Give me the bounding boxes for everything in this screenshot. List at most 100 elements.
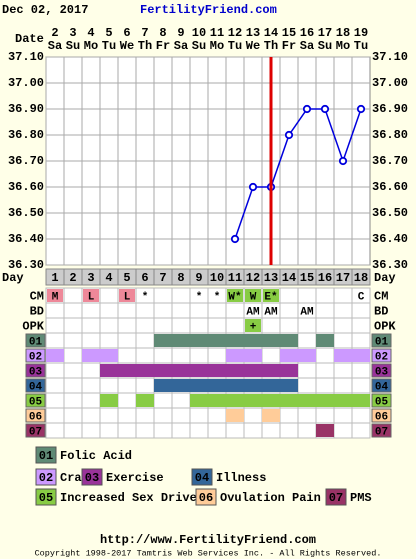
table-cell — [333, 302, 353, 319]
table-cell — [117, 317, 137, 334]
date-label: 13 — [246, 26, 260, 40]
symptom-mark — [316, 394, 334, 407]
weekday-label: Fr — [156, 39, 170, 53]
cell-highlight — [227, 289, 243, 302]
table-cell — [63, 392, 83, 409]
weekday-label: Sa — [174, 39, 188, 53]
table-cell — [63, 407, 83, 424]
day-number: 13 — [264, 271, 278, 285]
legend-swatch — [195, 488, 217, 506]
temperature-point — [356, 104, 366, 114]
table-cell — [315, 347, 335, 364]
table-cell — [171, 302, 191, 319]
row-label-right: BD — [374, 305, 388, 319]
table-cell — [63, 377, 83, 394]
weekday-label: Su — [66, 39, 80, 53]
table-cell — [99, 302, 119, 319]
table-cell — [171, 422, 191, 439]
table-cell — [351, 302, 371, 319]
table-cell — [153, 287, 173, 304]
y-tick-label: 36.80 — [8, 128, 44, 142]
cell-text: AM — [264, 306, 278, 318]
symptom-mark — [334, 394, 352, 407]
symptom-code-box-right — [371, 393, 392, 408]
y-tick-label: 37.00 — [8, 76, 44, 90]
table-cell — [81, 422, 101, 439]
table-cell — [117, 392, 137, 409]
day-cell — [351, 268, 371, 286]
table-cell — [261, 347, 281, 364]
table-cell — [117, 347, 137, 364]
symptom-code: 01 — [29, 336, 43, 348]
day-number: 10 — [210, 271, 224, 285]
table-cell — [351, 362, 371, 379]
symptom-mark — [298, 349, 316, 362]
y-tick-label: 36.90 — [8, 102, 44, 116]
table-cell — [207, 347, 227, 364]
table-cell — [81, 377, 101, 394]
symptom-code-box — [25, 348, 46, 363]
symptom-mark — [244, 394, 262, 407]
table-cell — [207, 317, 227, 334]
y-tick-label-right: 36.90 — [372, 102, 408, 116]
table-cell — [63, 347, 83, 364]
table-cell — [315, 302, 335, 319]
symptom-mark — [190, 379, 208, 392]
weekday-label: Fr — [282, 39, 296, 53]
table-cell — [297, 422, 317, 439]
symptom-mark — [226, 409, 244, 422]
table-cell — [297, 332, 317, 349]
symptom-mark — [136, 364, 154, 377]
table-cell — [117, 302, 137, 319]
y-tick-label-right: 36.50 — [372, 206, 408, 220]
table-cell — [333, 407, 353, 424]
cell-text: L — [124, 291, 131, 303]
cell-highlight — [263, 289, 279, 302]
temperature-point — [302, 104, 312, 114]
date-label: 17 — [318, 26, 332, 40]
legend-swatch — [35, 446, 57, 464]
symptom-code: 01 — [375, 336, 389, 348]
symptom-mark — [154, 364, 172, 377]
symptom-mark — [226, 394, 244, 407]
symptom-mark — [280, 364, 298, 377]
table-cell — [279, 422, 299, 439]
cell-highlight — [119, 289, 135, 302]
table-cell — [315, 317, 335, 334]
symptom-code-box — [25, 408, 46, 423]
table-cell — [297, 317, 317, 334]
symptom-code-box-right — [371, 423, 392, 438]
symptom-mark — [172, 379, 190, 392]
weekday-label: Tu — [354, 39, 368, 53]
symptom-code-box-right — [371, 333, 392, 348]
day-number: 9 — [195, 271, 202, 285]
date-label: 10 — [192, 26, 206, 40]
table-cell — [207, 407, 227, 424]
table-cell — [351, 407, 371, 424]
day-number: 14 — [282, 271, 296, 285]
table-cell — [225, 422, 245, 439]
date-label: 9 — [177, 26, 184, 40]
symptom-mark — [262, 409, 280, 422]
table-cell — [45, 302, 65, 319]
symptom-code-box — [25, 378, 46, 393]
symptom-mark — [172, 334, 190, 347]
table-cell — [225, 302, 245, 319]
symptom-code: 05 — [375, 396, 389, 408]
symptom-code: 03 — [375, 366, 389, 378]
y-tick-label-right: 36.70 — [372, 154, 408, 168]
symptom-mark — [262, 379, 280, 392]
date-label: Date — [15, 32, 44, 46]
legend-code: 04 — [195, 471, 209, 485]
table-cell — [333, 332, 353, 349]
symptom-mark — [190, 364, 208, 377]
symptom-code-box — [25, 393, 46, 408]
table-cell — [207, 302, 227, 319]
cell-text: L — [88, 291, 95, 303]
date-label: 18 — [336, 26, 350, 40]
day-number: 8 — [177, 271, 184, 285]
symptom-mark — [208, 379, 226, 392]
table-cell — [153, 347, 173, 364]
y-tick-label-right: 36.30 — [372, 258, 408, 272]
day-number: 2 — [69, 271, 76, 285]
